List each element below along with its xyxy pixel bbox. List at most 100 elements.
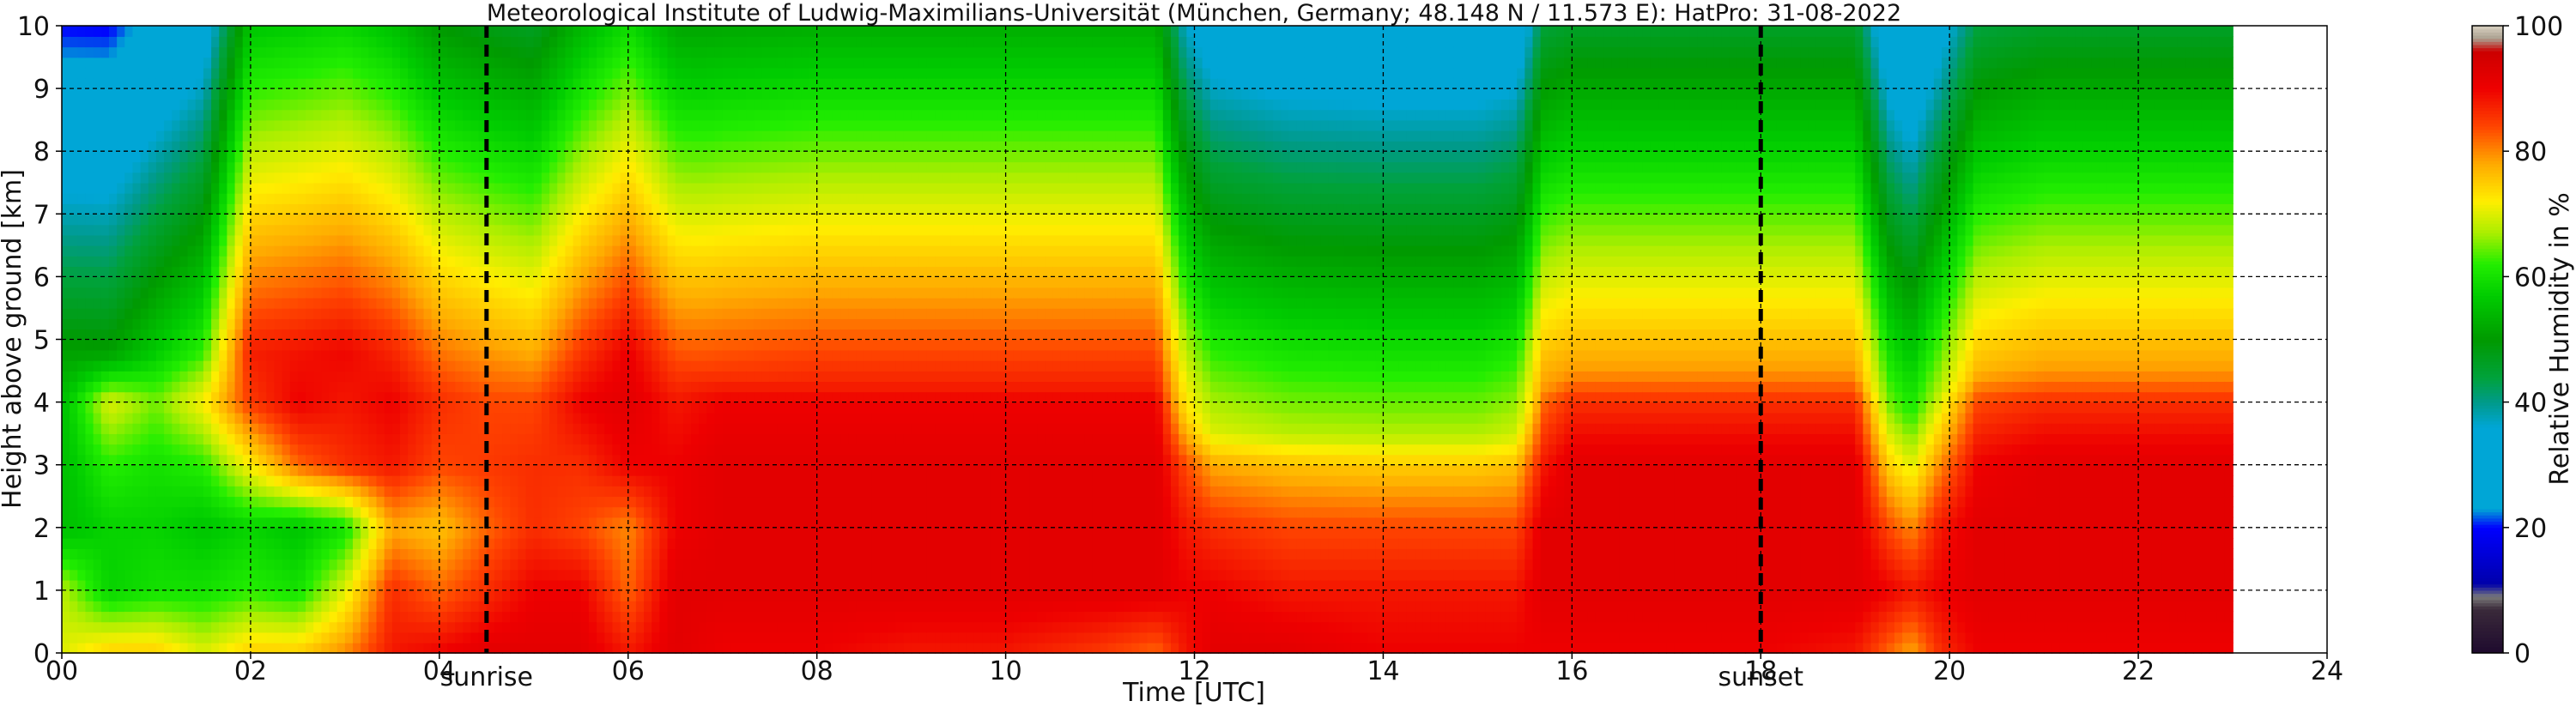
heatmap-cell [589,538,597,549]
heatmap-cell [94,193,102,204]
heatmap-cell [542,68,550,79]
heatmap-cell [243,601,252,612]
heatmap-cell [377,36,385,47]
heatmap-cell [298,580,306,591]
heatmap-cell [683,517,692,529]
heatmap-cell [330,413,338,424]
heatmap-cell [415,172,424,184]
heatmap-cell [432,161,440,172]
heatmap-cell [652,235,660,246]
heatmap-cell [282,183,291,194]
heatmap-cell [415,632,424,644]
heatmap-cell [243,611,252,622]
heatmap-cell [101,287,110,299]
heatmap-cell [400,570,409,581]
heatmap-cell [70,548,78,559]
heatmap-cell [699,475,707,486]
heatmap-cell [542,109,550,120]
heatmap-cell [251,570,259,581]
heatmap-cell [557,371,566,382]
heatmap-cell [101,266,110,277]
heatmap-cell [235,88,244,100]
heatmap-cell [156,266,165,277]
heatmap-cell [424,256,433,267]
heatmap-cell [321,580,330,591]
heatmap-cell [251,26,259,37]
heatmap-cell [612,423,621,434]
heatmap-cell [621,172,629,184]
heatmap-cell [274,88,282,100]
heatmap-cell [124,88,133,100]
heatmap-cell [565,371,573,382]
heatmap-cell [424,99,433,110]
heatmap-cell [330,183,338,194]
heatmap-cell [636,36,645,47]
heatmap-cell [164,308,173,319]
heatmap-cell [361,402,369,414]
heatmap-cell [321,486,330,497]
heatmap-cell [526,559,535,570]
heatmap-cell [156,46,165,57]
heatmap-cell [668,318,676,329]
heatmap-cell [70,235,78,246]
heatmap-cell [526,506,535,517]
heatmap-cell [385,109,393,120]
heatmap-cell [94,57,102,69]
heatmap-cell [203,161,212,172]
heatmap-cell [494,350,503,361]
heatmap-cell [70,287,78,299]
heatmap-cell [659,245,668,257]
heatmap-cell [463,423,471,434]
heatmap-cell [432,465,440,476]
heatmap-cell [227,120,235,131]
heatmap-cell [439,318,448,329]
heatmap-cell [573,245,582,257]
heatmap-cell [439,611,448,622]
heatmap-cell [179,276,188,287]
heatmap-cell [463,486,471,497]
heatmap-cell [172,266,180,277]
heatmap-cell [313,224,322,235]
heatmap-cell [385,423,393,434]
heatmap-cell [368,590,377,601]
heatmap-cell [385,340,393,351]
heatmap-cell [542,465,550,476]
heatmap-cell [85,643,94,654]
heatmap-cell [337,528,346,539]
heatmap-cell [518,570,526,581]
heatmap-cell [470,465,479,476]
heatmap-cell [101,590,110,601]
heatmap-cell [542,632,550,644]
heatmap-cell [298,381,306,392]
heatmap-cell [502,350,511,361]
heatmap-cell [676,402,684,414]
heatmap-cell [447,517,456,529]
heatmap-cell [377,245,385,257]
heatmap-cell [306,340,314,351]
heatmap-cell [109,423,118,434]
heatmap-cell [644,391,652,402]
heatmap-cell [70,496,78,507]
heatmap-cell [85,26,94,37]
heatmap-cell [636,99,645,110]
heatmap-cell [298,486,306,497]
heatmap-cell [549,632,558,644]
heatmap-cell [676,391,684,402]
heatmap-cell [691,318,700,329]
heatmap-cell [589,141,597,152]
heatmap-cell [542,318,550,329]
heatmap-cell [534,276,542,287]
heatmap-cell [345,632,354,644]
heatmap-cell [203,183,212,194]
heatmap-cell [298,245,306,257]
heatmap-cell [668,350,676,361]
heatmap-cell [203,46,212,57]
heatmap-cell [385,391,393,402]
heatmap-cell [621,413,629,424]
heatmap-cell [330,298,338,309]
heatmap-cell [203,318,212,329]
heatmap-cell [251,130,259,142]
heatmap-cell [101,193,110,204]
heatmap-cell [62,224,70,235]
heatmap-cell [385,548,393,559]
